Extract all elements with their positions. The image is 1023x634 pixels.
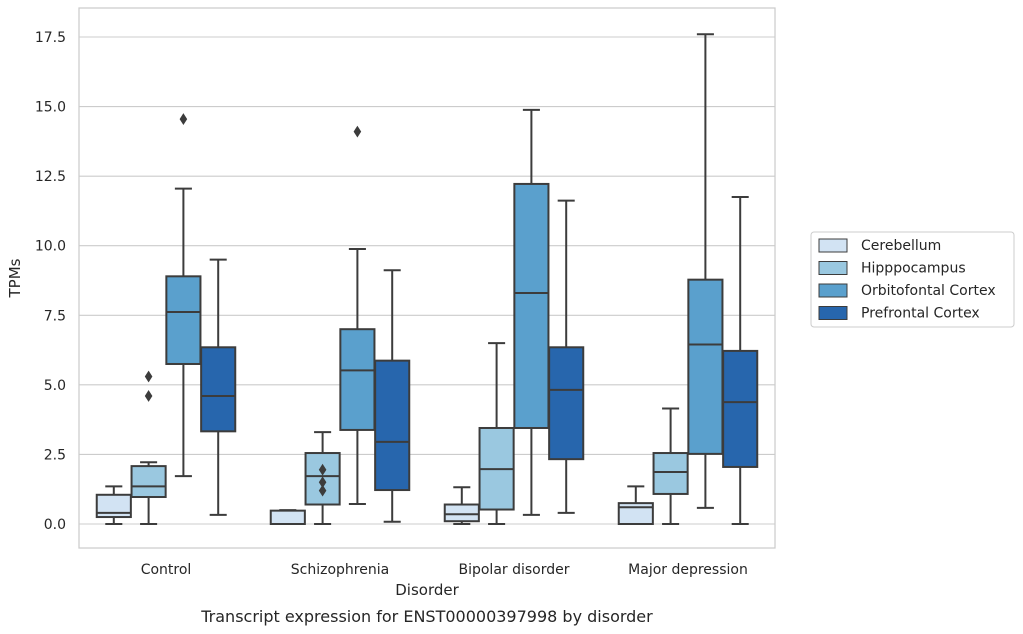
box-group	[269, 509, 306, 525]
y-tick-label: 0.0	[44, 517, 66, 533]
box	[374, 359, 411, 492]
legend-swatch	[818, 283, 848, 298]
box	[443, 503, 480, 523]
x-tick-labels: Control Schizophrenia Bipolar disorder Majo…	[141, 562, 748, 578]
outlier-point	[353, 125, 362, 138]
legend-label: Hipppocampus	[861, 261, 966, 277]
box-group	[200, 258, 237, 516]
x-tick-label: Major depression	[628, 562, 748, 578]
chart-caption: Transcript expression for ENST0000039799…	[200, 607, 653, 626]
y-tick-label: 15.0	[35, 100, 66, 116]
box-group	[339, 125, 376, 505]
outlier-point	[318, 476, 327, 489]
legend-swatch	[818, 238, 848, 253]
y-tick-label: 12.5	[35, 169, 66, 185]
outlier-point	[179, 113, 188, 126]
y-tick-label: 5.0	[44, 378, 66, 394]
box-group	[374, 269, 411, 523]
x-tick-label: Schizophrenia	[291, 562, 389, 578]
box-group	[130, 370, 167, 525]
box	[722, 349, 759, 468]
box-group	[722, 196, 759, 525]
box	[130, 465, 167, 499]
legend-label: Prefrontal Cortex	[861, 306, 980, 322]
legend: Cerebellum Hipppocampus Orbitofontal Corte…	[810, 231, 1015, 328]
box-group	[548, 199, 585, 514]
legend-frame	[810, 231, 1015, 328]
y-axis-title: TPMs	[6, 258, 24, 298]
y-tick-label: 2.5	[44, 447, 66, 463]
box	[687, 278, 724, 455]
box	[165, 275, 202, 365]
x-axis-title: Disorder	[395, 581, 459, 599]
box-group	[443, 486, 480, 525]
y-tick-label: 7.5	[44, 308, 66, 324]
box	[269, 509, 306, 525]
legend-swatch	[818, 306, 848, 320]
box-group	[95, 485, 132, 525]
box-group	[687, 33, 724, 509]
outlier-point	[144, 370, 153, 383]
box-series	[95, 33, 759, 525]
y-tick-label: 17.5	[35, 30, 66, 46]
box	[95, 493, 132, 519]
box-group	[652, 407, 689, 525]
outlier-point	[318, 463, 327, 476]
legend-swatch	[818, 261, 848, 275]
box-group	[304, 431, 341, 525]
box-group	[513, 108, 550, 516]
x-tick-label: Control	[141, 562, 192, 578]
legend-label: Orbitofontal Cortex	[861, 283, 996, 299]
legend-label: Cerebellum	[861, 238, 941, 254]
box	[652, 452, 689, 495]
box	[339, 328, 376, 431]
box	[513, 182, 550, 429]
box	[200, 346, 237, 433]
box	[617, 502, 654, 525]
box-group	[478, 342, 515, 525]
outlier-point	[144, 390, 153, 402]
box	[548, 346, 585, 461]
x-tick-label: Bipolar disorder	[458, 562, 569, 578]
plot-frame	[78, 7, 776, 549]
y-tick-labels: 0.0 2.5 5.0 7.5 10.0 12.5 15.0 17.5	[35, 30, 66, 533]
box-group	[617, 485, 654, 525]
outlier-point	[318, 484, 327, 497]
box-group	[165, 113, 202, 478]
y-tick-label: 10.0	[35, 239, 66, 255]
